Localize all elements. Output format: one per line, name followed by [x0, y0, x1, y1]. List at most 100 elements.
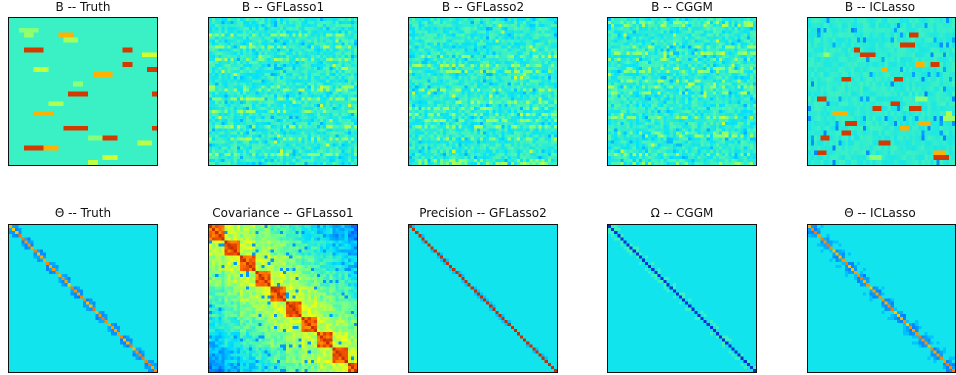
heatmap-cell — [298, 143, 302, 147]
heatmap-cell — [209, 131, 213, 135]
heatmap-cell — [479, 79, 484, 83]
heatmap-cell — [513, 106, 517, 110]
heatmap-cell — [304, 119, 308, 123]
heatmap-cell — [476, 42, 480, 46]
heatmap-cell — [307, 152, 311, 156]
heatmap-cell — [283, 76, 287, 80]
heatmap-cell — [28, 52, 34, 58]
heatmap-cell — [307, 82, 311, 86]
heatmap-cell — [433, 122, 437, 126]
heatmap-cell — [112, 116, 118, 121]
heatmap-cell — [304, 122, 308, 126]
heatmap-cell — [264, 149, 268, 153]
heatmap-cell — [107, 120, 113, 126]
heatmap-cell — [246, 158, 250, 162]
heatmap-cell — [335, 85, 339, 89]
heatmap-cell — [63, 42, 69, 48]
heatmap-cell — [523, 125, 527, 129]
heatmap-cell — [464, 76, 468, 80]
heatmap-cell — [439, 39, 443, 43]
heatmap-cell — [338, 60, 342, 64]
heatmap-cell — [38, 76, 44, 82]
heatmap-cell — [18, 160, 24, 165]
heatmap-cell — [507, 76, 511, 80]
heatmap-cell — [273, 70, 277, 74]
heatmap-cell — [415, 60, 419, 64]
heatmap-cell — [323, 158, 327, 162]
heatmap-cell — [252, 146, 256, 150]
heatmap-cell — [310, 57, 314, 61]
heatmap-cell — [289, 36, 293, 40]
heatmap-cell — [442, 116, 447, 120]
heatmap-cell — [73, 160, 79, 165]
heatmap-cell — [63, 160, 69, 165]
heatmap-cell — [486, 79, 490, 83]
heatmap-cell — [341, 36, 345, 40]
heatmap-cell — [449, 63, 453, 68]
heatmap-cell — [286, 85, 290, 89]
heatmap-cell — [513, 94, 517, 98]
heatmap-cell — [230, 161, 234, 165]
heatmap-cell — [252, 91, 256, 95]
heatmap-cell — [97, 18, 103, 23]
heatmap-cell — [102, 42, 108, 48]
heatmap-cell — [316, 39, 321, 43]
heatmap-cell — [53, 101, 59, 107]
heatmap-cell — [320, 27, 324, 31]
heatmap-cell — [479, 24, 484, 28]
heatmap-cell — [270, 97, 274, 101]
heatmap-cell — [510, 116, 514, 120]
heatmap-cell — [446, 42, 450, 46]
heatmap-cell — [246, 79, 250, 83]
heatmap-cell — [292, 134, 296, 138]
heatmap-cell — [221, 140, 225, 144]
heatmap-cell — [236, 36, 240, 40]
heatmap-cell — [221, 18, 225, 22]
heatmap-cell — [320, 140, 324, 144]
heatmap-cell — [430, 100, 434, 104]
heatmap-cell — [230, 106, 234, 110]
heatmap-cell — [464, 24, 468, 28]
heatmap-cell — [92, 32, 98, 38]
heatmap-cell — [233, 109, 237, 113]
heatmap-cell — [270, 85, 274, 89]
heatmap-cell — [344, 60, 348, 64]
heatmap-cell — [470, 100, 474, 104]
heatmap-cell — [541, 45, 545, 49]
heatmap-cell — [520, 63, 524, 68]
heatmap-cell — [439, 21, 443, 25]
heatmap-cell — [132, 135, 138, 141]
heatmap-cell — [421, 119, 425, 123]
heatmap-cell — [246, 128, 250, 132]
heatmap-cell — [298, 21, 302, 25]
heatmap-cell — [92, 47, 98, 53]
heatmap-cell — [489, 73, 493, 77]
heatmap-cell — [535, 109, 539, 113]
heatmap-cell — [33, 120, 39, 126]
heatmap-cell — [424, 39, 428, 43]
heatmap-cell — [452, 112, 456, 117]
heatmap-cell — [276, 158, 280, 162]
heatmap-cell — [276, 48, 280, 52]
heatmap-cell — [83, 116, 89, 121]
heatmap-cell — [326, 106, 330, 110]
heatmap-cell — [267, 21, 271, 25]
heatmap-cell — [479, 60, 484, 64]
heatmap-cell — [117, 145, 123, 151]
heatmap-cell — [242, 88, 247, 92]
heatmap-cell — [532, 116, 536, 120]
heatmap-cell — [264, 158, 268, 162]
heatmap-cell — [218, 106, 222, 110]
heatmap-cell — [483, 100, 487, 104]
heatmap-cell — [347, 149, 351, 153]
heatmap-cell — [209, 57, 213, 61]
heatmap-cell — [233, 33, 237, 37]
heatmap-cell — [255, 39, 259, 43]
heatmap-cell — [264, 82, 268, 86]
heatmap-cell — [427, 63, 431, 68]
heatmap-cell — [544, 21, 548, 25]
heatmap-cell — [279, 106, 284, 110]
heatmap-cell — [550, 82, 554, 86]
heatmap-cell — [255, 116, 259, 120]
heatmap-cell — [112, 145, 118, 151]
